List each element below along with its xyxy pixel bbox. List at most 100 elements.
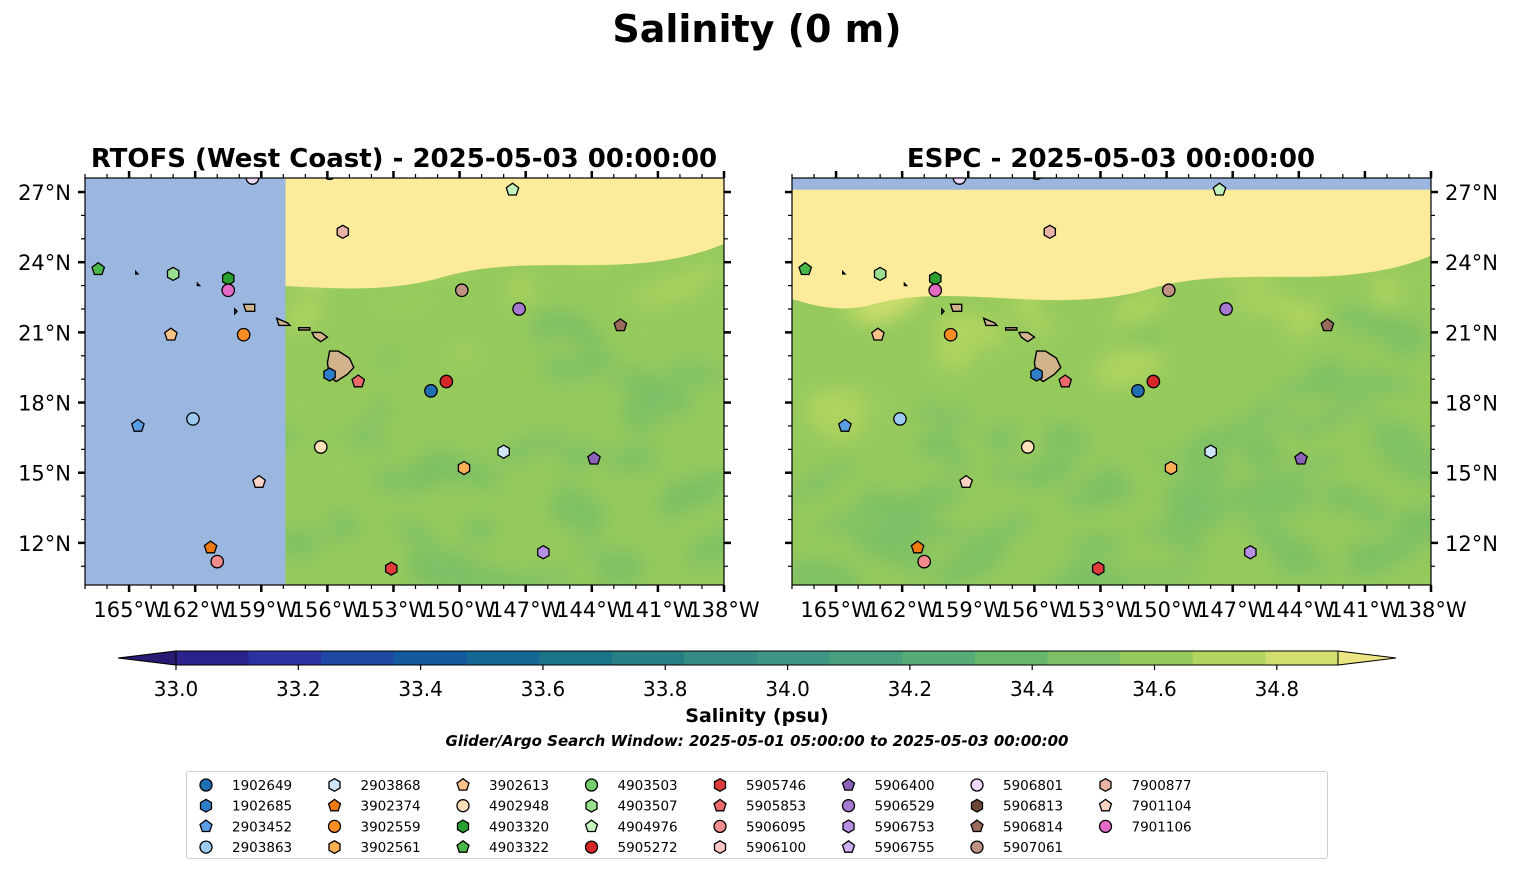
float-marker-5906400	[1294, 451, 1308, 465]
x-tick-label: 144°W	[556, 598, 628, 622]
y-tick-label: 27°N	[18, 181, 71, 205]
island-kauai	[949, 303, 963, 312]
island-oahu	[275, 317, 292, 327]
colorbar-band	[466, 651, 540, 665]
legend-marker	[842, 819, 855, 834]
float-marker-4902948	[313, 440, 328, 454]
float-marker-5907061	[1161, 283, 1176, 298]
legend-marker	[199, 778, 213, 792]
float-marker-7900877	[1043, 224, 1057, 240]
legend-label: 7900877	[1132, 778, 1192, 794]
panel-espc: ESPC - 2025-05-03 00:00:00 165°W162°W159…	[785, 144, 1498, 622]
y-tick-label: 21°N	[18, 321, 71, 345]
legend-entry: 2903863	[199, 840, 292, 856]
float-marker-7901106	[928, 283, 943, 298]
y-tick-label: 15°N	[18, 462, 71, 486]
x-tick-label: 165°W	[93, 598, 165, 622]
legend-marker	[1098, 819, 1113, 834]
float-marker-1902649	[1131, 384, 1145, 398]
float-marker-3902374	[203, 540, 218, 554]
island-maui	[310, 331, 329, 343]
legend-label: 3902613	[489, 778, 549, 794]
float-marker-7900877	[336, 224, 350, 240]
axes-espc: 165°W162°W159°W156°W153°W150°W147°W144°W…	[785, 171, 1498, 622]
colorbar-band	[757, 651, 831, 665]
float-marker-7901106	[221, 283, 236, 298]
colorbar-band	[1192, 651, 1266, 665]
x-tick-label: 138°W	[1395, 598, 1467, 622]
salinity-field-rtofs	[85, 178, 724, 585]
float-legend-entries: 1902649 1902685 2903452 2903863 2903868 39023…	[199, 777, 1192, 856]
legend-label: 4903322	[489, 840, 549, 856]
legend-marker	[456, 839, 470, 853]
legend-entry: 3902613	[456, 777, 549, 794]
float-marker-4903320	[928, 271, 942, 286]
legend-label: 3902559	[361, 819, 421, 835]
y-tick-label: 24°N	[18, 251, 71, 275]
legend-entry: 5906814	[970, 819, 1063, 835]
x-tick-label: 165°W	[800, 598, 872, 622]
legend-label: 2903868	[361, 778, 421, 794]
colorbar-tick-label: 34.6	[1132, 677, 1177, 701]
island-molokai	[298, 327, 311, 331]
y-tick-label: 18°N	[1445, 392, 1498, 416]
legend-marker	[199, 819, 213, 833]
legend-label: 4903503	[618, 778, 678, 794]
legend-entry: 5906400	[841, 777, 935, 794]
legend-marker	[1099, 777, 1112, 793]
colorbar-tick-label: 34.0	[765, 677, 810, 701]
island-oahu	[982, 317, 999, 327]
colorbar-tick-label: 34.4	[1010, 677, 1055, 701]
colorbar-tick-label: 33.0	[154, 677, 199, 701]
island-necker	[842, 269, 847, 275]
legend-entry: 5906813	[970, 798, 1063, 815]
legend-entry: 5905853	[713, 798, 806, 815]
float-marker-5906529	[512, 302, 526, 316]
colorbar-tick-label: 33.8	[643, 677, 688, 701]
y-tick-label: 12°N	[1445, 532, 1498, 556]
island-molokai	[1005, 327, 1018, 331]
no-data-region	[792, 178, 1431, 190]
map-frame-espc	[791, 177, 1432, 586]
legend-label: 2903863	[232, 840, 292, 856]
float-marker-3902613	[870, 327, 885, 341]
float-marker-2903452	[837, 418, 852, 432]
float-marker-5906095	[210, 554, 225, 569]
legend-label: 7901106	[1132, 819, 1192, 835]
legend-entry: 5905272	[584, 840, 678, 856]
float-marker-1902685	[323, 367, 336, 382]
x-tick-label: 147°W	[1197, 598, 1269, 622]
float-marker-4903320	[221, 271, 235, 286]
map-area-espc	[792, 178, 1431, 585]
legend-marker	[713, 819, 727, 834]
colorbar-tick-label: 34.8	[1255, 677, 1300, 701]
float-marker-7901104	[252, 474, 267, 488]
float-marker-7901104	[959, 474, 974, 488]
legend-label: 1902649	[232, 778, 292, 794]
float-marker-5906753	[537, 544, 550, 560]
float-marker-3902561	[457, 460, 471, 476]
float-marker-2903863	[893, 412, 907, 426]
float-marker-5906814	[613, 318, 628, 332]
colorbar-tick-label: 33.6	[521, 677, 566, 701]
x-tick-label: 153°W	[358, 598, 430, 622]
float-marker-3902559	[236, 327, 251, 342]
x-tick-label: 156°W	[999, 598, 1071, 622]
legend-marker	[456, 799, 470, 813]
y-tick-label: 18°N	[18, 392, 71, 416]
colorbar-band	[539, 651, 613, 665]
search-window-note: Glider/Argo Search Window: 2025-05-01 05…	[446, 732, 1069, 750]
island-niihau	[234, 307, 238, 316]
island-nihoa	[196, 281, 202, 287]
float-marker-5905853	[1058, 374, 1073, 388]
panel-title-rtofs: RTOFS (West Coast) - 2025-05-03 00:00:00	[91, 144, 717, 174]
legend-marker	[327, 798, 342, 812]
legend-entry: 1902685	[199, 798, 292, 815]
float-marker-5905272	[439, 374, 454, 389]
island-nihoa	[903, 281, 909, 287]
colorbar-band	[611, 651, 685, 665]
x-tick-label: 141°W	[622, 598, 694, 622]
float-marker-2903868	[497, 444, 510, 459]
legend-entry: 7901106	[1098, 819, 1192, 835]
legend-entry: 5906755	[841, 839, 935, 856]
